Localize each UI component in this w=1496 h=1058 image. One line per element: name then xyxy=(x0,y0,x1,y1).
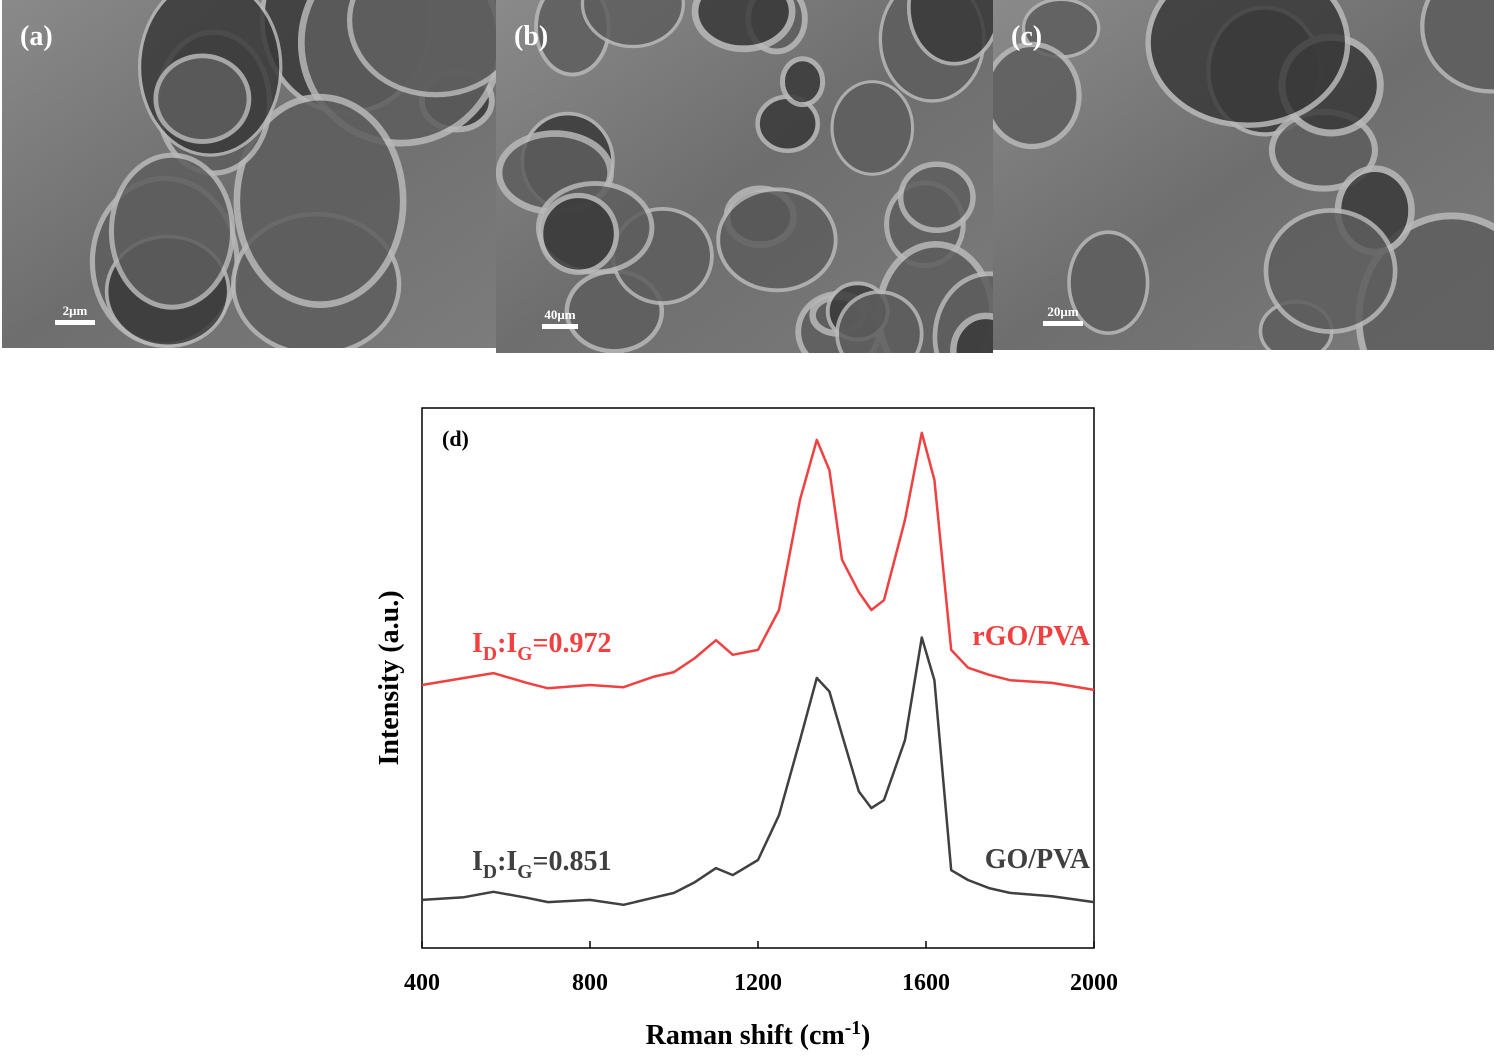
text-part: D xyxy=(483,644,497,665)
series-line xyxy=(421,636,1095,907)
pore xyxy=(780,56,826,108)
text-part: D xyxy=(483,862,497,883)
pore xyxy=(835,290,924,353)
scale-bar xyxy=(55,320,95,325)
pore xyxy=(993,41,1082,150)
pore xyxy=(830,80,915,176)
y-axis-label: Intensity (a.u.) xyxy=(374,590,405,765)
pore xyxy=(950,312,993,353)
x-tick-label: 2000 xyxy=(1070,970,1118,996)
pore xyxy=(691,0,796,53)
pore xyxy=(233,93,407,309)
pore xyxy=(347,0,496,98)
text-part: :I xyxy=(497,846,517,877)
text-part: G xyxy=(517,644,532,665)
series-line xyxy=(421,431,1095,692)
panel-label: (b) xyxy=(514,21,548,52)
panel-label: (a) xyxy=(20,21,53,52)
rich-text: ID:IG=0.851 xyxy=(472,846,612,883)
pore xyxy=(1067,230,1150,335)
pore xyxy=(716,187,838,293)
pore xyxy=(897,161,976,233)
series-label: GO/PVA xyxy=(985,844,1091,875)
text-part: =0.972 xyxy=(533,628,612,659)
pore xyxy=(538,192,620,275)
pore xyxy=(1145,0,1351,128)
x-tick-label: 1600 xyxy=(902,970,950,996)
rich-text: ID:IG=0.972 xyxy=(472,628,612,665)
text-part: I xyxy=(472,846,483,877)
pore xyxy=(1420,0,1494,94)
series-label: rGO/PVA xyxy=(972,621,1090,652)
text-part: :I xyxy=(497,628,517,659)
text-part: I xyxy=(472,628,483,659)
scale-bar xyxy=(1043,321,1083,326)
scale-bar-label: 20μm xyxy=(1047,304,1078,319)
scale-bar-label: 2μm xyxy=(63,303,88,318)
x-tick-label: 800 xyxy=(572,970,608,996)
sem-texture xyxy=(496,0,993,353)
scale-bar-label: 40μm xyxy=(544,307,575,322)
text-part: Raman shift (cm xyxy=(646,1020,845,1051)
pore xyxy=(153,53,252,144)
pore xyxy=(580,0,685,49)
x-tick-label: 1200 xyxy=(734,970,782,996)
text-part: -1 xyxy=(845,1018,861,1039)
text-part: =0.851 xyxy=(533,846,612,877)
scale-bar xyxy=(542,324,578,329)
text-part: ) xyxy=(861,1020,870,1051)
sem-texture xyxy=(993,0,1494,350)
panel-label: (c) xyxy=(1011,21,1042,52)
text-part: G xyxy=(517,862,532,883)
sem-texture xyxy=(89,0,496,348)
x-tick-label: 400 xyxy=(404,970,440,996)
pore xyxy=(906,0,993,66)
panel-label: (d) xyxy=(442,426,469,451)
pore xyxy=(1263,208,1398,334)
pore xyxy=(108,152,236,310)
rich-text: Raman shift (cm-1) xyxy=(646,1018,871,1051)
